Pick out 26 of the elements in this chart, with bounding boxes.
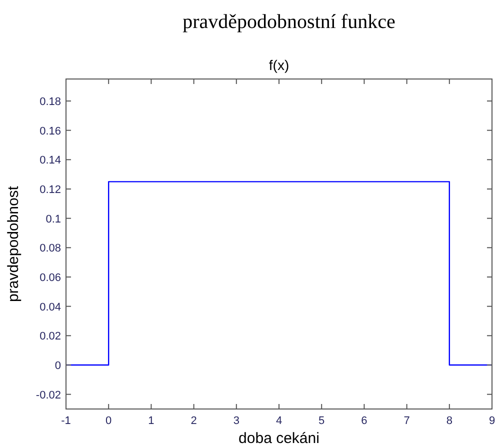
x-tick-label: 5 (318, 415, 325, 427)
y-tick-label: 0 (54, 360, 61, 372)
x-tick-label: -1 (61, 415, 71, 427)
x-tick-label: 1 (148, 415, 154, 427)
x-tick-label: 3 (233, 415, 240, 427)
x-tick-label: 8 (446, 415, 452, 427)
y-tick-label: 0.02 (40, 330, 61, 343)
y-tick-label: 0.04 (40, 301, 61, 314)
y-tick-label: 0.1 (46, 213, 61, 226)
x-tick-label: 9 (488, 415, 496, 427)
x-tick-label: 0 (106, 415, 112, 427)
x-tick-label: 4 (276, 415, 282, 427)
x-tick-label: 6 (361, 415, 368, 427)
chart-title: pravděpodobnostní funkce (182, 11, 396, 33)
x-tick-label: 2 (190, 415, 197, 427)
y-axis-title: pravdepodobnost (5, 185, 22, 302)
y-tick-label: 0.08 (40, 242, 61, 255)
x-axis-title: doba cekáni (238, 430, 320, 447)
y-tick-label: -0.02 (36, 389, 61, 402)
chart-subtitle: f(x) (268, 57, 290, 73)
y-tick-label: 0.12 (40, 184, 61, 196)
y-tick-label: 0.18 (40, 96, 61, 108)
y-tick-label: 0.14 (40, 154, 61, 167)
x-tick-label: 7 (404, 415, 410, 427)
y-tick-label: 0.06 (40, 272, 61, 284)
y-tick-label: 0.16 (40, 125, 61, 138)
